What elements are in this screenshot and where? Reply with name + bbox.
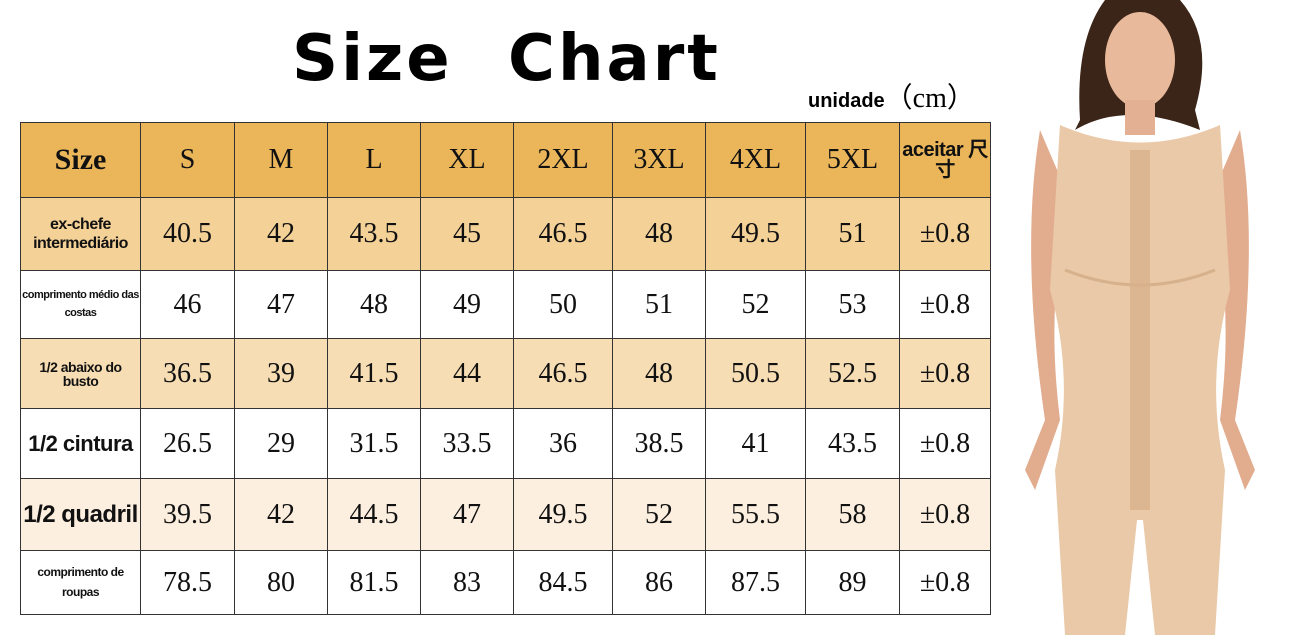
- cell: 81.5: [327, 550, 421, 615]
- row-label: comprimento de roupas: [20, 550, 141, 615]
- cell: 26.5: [140, 408, 235, 479]
- cell: ±0.8: [899, 478, 991, 551]
- cell: 41: [705, 408, 806, 479]
- cell: 40.5: [140, 197, 235, 271]
- cell: 51: [805, 197, 900, 271]
- header-row: Size S M L XL 2XL 3XL 4XL 5XL aceitar 尺寸: [20, 122, 991, 198]
- header-cell: XL: [420, 122, 514, 198]
- cell: 78.5: [140, 550, 235, 615]
- cell: 36: [513, 408, 613, 479]
- table-row: comprimento de roupas 78.5 80 81.5 83 84.5 86 8…: [20, 550, 991, 615]
- cell: 42: [234, 478, 328, 551]
- table-row: 1/2 quadril 39.5 42 44.5 47 49.5 52 55.5 58 ±0.8: [20, 478, 991, 551]
- cell: 55.5: [705, 478, 806, 551]
- cell: 46.5: [513, 197, 613, 271]
- cell: 49.5: [705, 197, 806, 271]
- cell: 47: [420, 478, 514, 551]
- cell: ±0.8: [899, 338, 991, 409]
- cell: 39: [234, 338, 328, 409]
- cell: 44.5: [327, 478, 421, 551]
- cell: 29: [234, 408, 328, 479]
- cell: 58: [805, 478, 900, 551]
- cell: 47: [234, 270, 328, 339]
- cell: 48: [612, 197, 706, 271]
- product-photo: [1025, 0, 1255, 635]
- cell: 48: [612, 338, 706, 409]
- table-row: 1/2 cintura 26.5 29 31.5 33.5 36 38.5 41 43.5 ±0.…: [20, 408, 991, 479]
- cell: 43.5: [805, 408, 900, 479]
- unit-suffix: （cm）: [884, 83, 975, 114]
- header-cell: Size: [20, 122, 141, 198]
- cell: 44: [420, 338, 514, 409]
- cell: ±0.8: [899, 550, 991, 615]
- table-row: 1/2 abaixo do busto 36.5 39 41.5 44 46.5 48 50.…: [20, 338, 991, 409]
- cell: 84.5: [513, 550, 613, 615]
- cell: ±0.8: [899, 408, 991, 479]
- cell: 87.5: [705, 550, 806, 615]
- header-cell: S: [140, 122, 235, 198]
- table-row: ex-chefe intermediário 40.5 42 43.5 45 46.5 48…: [20, 197, 991, 271]
- cell: 42: [234, 197, 328, 271]
- cell: 31.5: [327, 408, 421, 479]
- cell: ±0.8: [899, 197, 991, 271]
- header-cell: M: [234, 122, 328, 198]
- cell: 89: [805, 550, 900, 615]
- cell: 46: [140, 270, 235, 339]
- row-label: 1/2 cintura: [20, 408, 141, 479]
- header-cell: 3XL: [612, 122, 706, 198]
- size-table: Size S M L XL 2XL 3XL 4XL 5XL aceitar 尺寸 ex-chefe …: [20, 122, 991, 615]
- row-label: comprimento médio das costas: [20, 270, 141, 339]
- cell: 50: [513, 270, 613, 339]
- cell: 49.5: [513, 478, 613, 551]
- header-cell: L: [327, 122, 421, 198]
- cell: 52.5: [805, 338, 900, 409]
- cell: 83: [420, 550, 514, 615]
- header-cell: aceitar 尺寸: [899, 122, 991, 198]
- header-cell: 5XL: [805, 122, 900, 198]
- title: Size Chart: [292, 22, 721, 96]
- cell: 43.5: [327, 197, 421, 271]
- cell: 33.5: [420, 408, 514, 479]
- cell: 39.5: [140, 478, 235, 551]
- cell: 49: [420, 270, 514, 339]
- row-label: 1/2 abaixo do busto: [20, 338, 141, 409]
- cell: 50.5: [705, 338, 806, 409]
- cell: 86: [612, 550, 706, 615]
- cell: 52: [705, 270, 806, 339]
- cell: 52: [612, 478, 706, 551]
- cell: 45: [420, 197, 514, 271]
- cell: 36.5: [140, 338, 235, 409]
- cell: 46.5: [513, 338, 613, 409]
- row-label: 1/2 quadril: [20, 478, 141, 551]
- cell: 41.5: [327, 338, 421, 409]
- header-cell: 4XL: [705, 122, 806, 198]
- unit-label: unidade: [808, 90, 885, 112]
- table-row: comprimento médio das costas 46 47 48 49 50 51…: [20, 270, 991, 339]
- cell: 38.5: [612, 408, 706, 479]
- row-label: ex-chefe intermediário: [20, 197, 141, 271]
- cell: 53: [805, 270, 900, 339]
- cell: 80: [234, 550, 328, 615]
- cell: ±0.8: [899, 270, 991, 339]
- unit: unidade（cm）: [808, 76, 975, 116]
- header-cell: 2XL: [513, 122, 613, 198]
- cell: 51: [612, 270, 706, 339]
- cell: 48: [327, 270, 421, 339]
